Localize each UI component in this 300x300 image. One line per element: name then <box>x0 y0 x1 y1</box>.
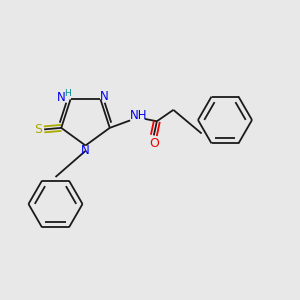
Text: N: N <box>100 90 109 103</box>
Text: S: S <box>34 123 42 136</box>
Text: H: H <box>64 89 71 98</box>
Text: NH: NH <box>130 110 148 122</box>
Text: N: N <box>56 92 65 104</box>
Text: N: N <box>81 144 90 158</box>
Text: O: O <box>149 137 159 150</box>
